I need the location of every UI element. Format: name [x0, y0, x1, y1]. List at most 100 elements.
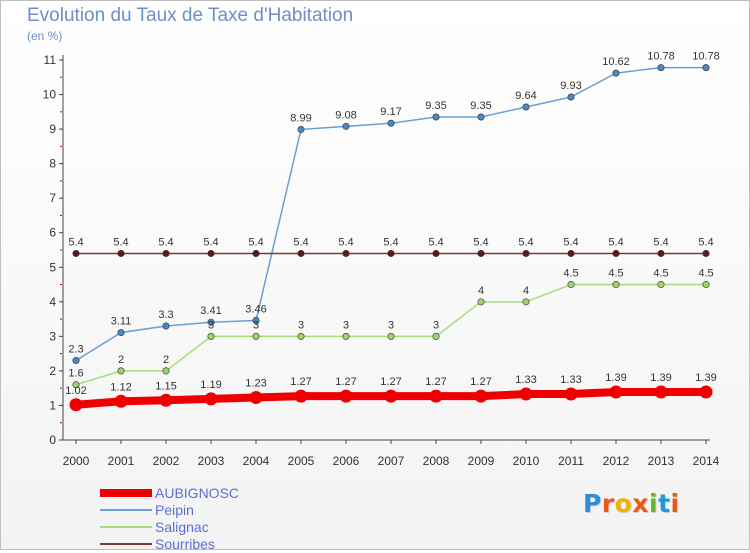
- data-point-peipin: [387, 119, 395, 127]
- data-point-aubignosc: [564, 387, 578, 401]
- data-point-peipin: [117, 329, 125, 337]
- data-label-salignac: 3: [388, 319, 394, 331]
- data-label-aubignosc: 1.27: [290, 376, 311, 388]
- data-label-salignac: 4: [523, 285, 529, 297]
- data-label-salignac: 3: [253, 319, 259, 331]
- data-label-aubignosc: 1.39: [605, 372, 626, 384]
- legend-label-salignac: Salignac: [155, 519, 209, 535]
- data-point-peipin: [342, 122, 350, 130]
- data-label-sourribes: 5.4: [473, 236, 488, 248]
- data-point-salignac: [117, 367, 125, 375]
- x-tick-label: 2010: [513, 454, 540, 468]
- data-point-peipin: [702, 64, 710, 72]
- data-point-salignac: [522, 298, 530, 306]
- data-point-salignac: [252, 332, 260, 340]
- legend-label-sourribes: Sourribes: [155, 536, 215, 552]
- data-point-sourribes: [117, 249, 125, 257]
- data-label-peipin: 9.17: [380, 106, 401, 118]
- data-point-peipin: [477, 113, 485, 121]
- data-label-salignac: 4.5: [563, 268, 578, 280]
- series-aubignosc: 1.02 1.12 1.15 1.19 1.23 1.27 1.27 1.27 1.27 1.27…: [65, 372, 717, 412]
- data-label-sourribes: 5.4: [428, 236, 443, 248]
- y-tick-label: 6: [49, 226, 56, 240]
- data-point-aubignosc: [204, 392, 218, 406]
- data-point-peipin: [252, 316, 260, 324]
- data-label-peipin: 9.64: [515, 90, 536, 102]
- data-label-sourribes: 5.4: [608, 236, 623, 248]
- y-tick-label: 8: [49, 157, 56, 171]
- data-point-salignac: [657, 281, 665, 289]
- data-point-peipin: [612, 69, 620, 77]
- legend-swatch-aubignosc: [100, 489, 152, 497]
- data-point-aubignosc: [69, 398, 83, 412]
- data-point-peipin: [432, 113, 440, 121]
- data-label-salignac: 3: [208, 319, 214, 331]
- data-label-peipin: 3.11: [111, 316, 132, 328]
- data-label-aubignosc: 1.23: [245, 378, 266, 390]
- y-tick-label: 7: [49, 191, 56, 205]
- x-tick-label: 2000: [63, 454, 90, 468]
- x-tick-label: 2001: [108, 454, 135, 468]
- data-point-sourribes: [477, 249, 485, 257]
- x-tick-label: 2004: [243, 454, 270, 468]
- data-label-sourribes: 5.4: [113, 236, 128, 248]
- legend-label-aubignosc: AUBIGNOSC: [155, 485, 240, 501]
- data-point-aubignosc: [294, 389, 308, 403]
- data-label-peipin: 3.46: [245, 303, 266, 315]
- data-label-sourribes: 5.4: [68, 236, 83, 248]
- y-tick-label: 1: [49, 398, 56, 412]
- data-label-peipin: 10.78: [647, 51, 675, 63]
- data-label-aubignosc: 1.02: [65, 385, 86, 397]
- data-label-peipin: 9.35: [425, 100, 446, 112]
- data-point-aubignosc: [474, 389, 488, 403]
- data-label-peipin: 8.99: [290, 112, 311, 124]
- y-tick-label: 3: [49, 329, 56, 343]
- data-label-sourribes: 5.4: [563, 236, 578, 248]
- data-point-salignac: [207, 332, 215, 340]
- data-label-peipin: 10.62: [602, 56, 630, 68]
- data-point-aubignosc: [384, 389, 398, 403]
- data-label-peipin: 2.3: [68, 344, 83, 356]
- x-tick-label: 2011: [558, 454, 584, 468]
- legend-swatch-peipin: [100, 509, 152, 511]
- data-point-aubignosc: [339, 389, 353, 403]
- series-salignac: 1.6 2 2 3 3 3 3 3 3 4 4 4.5 4.5 4.5 4.5: [68, 268, 714, 389]
- y-tick-label: 9: [49, 122, 56, 136]
- data-label-aubignosc: 1.39: [650, 372, 671, 384]
- data-label-salignac: 4.5: [608, 268, 623, 280]
- data-point-salignac: [612, 281, 620, 289]
- chart-subtitle: (en %): [27, 29, 63, 43]
- legend-label-peipin: Peipin: [155, 502, 194, 518]
- data-label-sourribes: 5.4: [248, 236, 263, 248]
- data-label-peipin: 3.3: [158, 309, 173, 321]
- legend-swatch-salignac: [100, 526, 152, 528]
- data-label-sourribes: 5.4: [383, 236, 398, 248]
- series-sourribes: 5.4 5.4 5.4 5.4 5.4 5.4 5.4 5.4 5.4 5.4 5.4 5.4 5.4 5…: [68, 236, 714, 257]
- data-point-peipin: [72, 357, 80, 365]
- logo-letter: x: [632, 489, 649, 518]
- data-label-aubignosc: 1.27: [335, 376, 356, 388]
- data-label-aubignosc: 1.27: [470, 376, 491, 388]
- data-label-peipin: 3.41: [200, 305, 221, 317]
- data-label-salignac: 4: [478, 285, 484, 297]
- data-point-sourribes: [297, 249, 305, 257]
- y-tick-label: 2: [49, 364, 56, 378]
- data-label-sourribes: 5.4: [698, 236, 713, 248]
- data-point-peipin: [207, 318, 215, 326]
- data-label-sourribes: 5.4: [203, 236, 218, 248]
- x-tick-label: 2007: [378, 454, 405, 468]
- data-point-sourribes: [657, 249, 665, 257]
- x-tick-label: 2012: [603, 454, 630, 468]
- logo-letter: i: [670, 489, 680, 518]
- data-point-aubignosc: [159, 393, 173, 407]
- data-label-aubignosc: 1.33: [515, 374, 536, 386]
- data-label-aubignosc: 1.12: [110, 381, 131, 393]
- data-point-salignac: [387, 332, 395, 340]
- data-point-sourribes: [252, 249, 260, 257]
- x-tick-label: 2014: [693, 454, 720, 468]
- y-tick-label: 11: [44, 53, 57, 67]
- data-label-aubignosc: 1.15: [155, 380, 176, 392]
- chart-title: Evolution du Taux de Taxe d'Habitation: [27, 5, 354, 26]
- logo-letter: r: [601, 489, 615, 518]
